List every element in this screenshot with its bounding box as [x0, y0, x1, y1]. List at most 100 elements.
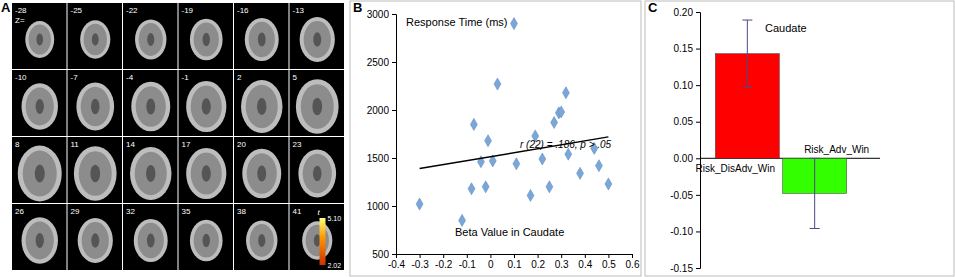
y-tick: -0.15: [670, 263, 700, 274]
plot-area: [416, 18, 612, 227]
y-tick-mark: [392, 254, 396, 255]
panel-letter: B: [353, 0, 362, 15]
slice-inner: [84, 24, 107, 56]
brain-slice: 5: [290, 70, 345, 136]
slice-grid: -28Z=-25-22-19-16-13-10-7-4-125811141720…: [12, 3, 344, 270]
slice-z-label: 8: [15, 140, 20, 149]
slice-core: [313, 166, 322, 181]
slice-core: [91, 233, 99, 247]
y-tick-label: 2500: [367, 57, 390, 68]
brain-slice: -13: [290, 3, 345, 69]
brain-slice: -10: [12, 70, 67, 136]
slice-core: [146, 165, 155, 182]
slice-background: [290, 137, 345, 203]
annotation: r (22) = .186, p > .05: [520, 139, 612, 150]
error-bar: [742, 20, 752, 87]
slice-z-label: 29: [71, 207, 80, 216]
slice-background: [68, 137, 123, 203]
slice-background: [123, 204, 178, 270]
x-tick: 0.3: [555, 254, 569, 270]
brain-slice: 8: [12, 137, 67, 203]
x-tick-mark: [443, 254, 444, 258]
slice-background: [179, 70, 234, 136]
x-tick: -0.1: [459, 254, 477, 270]
brain-slice: -7: [68, 70, 123, 136]
slice-core: [312, 98, 322, 115]
x-axis-title: Beta Value in Caudate: [455, 226, 564, 238]
slice-inner: [247, 153, 277, 194]
y-tick: -0.05: [670, 190, 700, 201]
slice-outline: [190, 19, 223, 61]
slice-background: [123, 3, 178, 69]
slice-core: [146, 99, 155, 115]
x-tick-mark: [561, 254, 562, 258]
brain-slice: 35: [179, 204, 234, 270]
y-tick: 0.10: [674, 80, 700, 91]
y-tick-mark: [392, 158, 396, 159]
slice-z-label: 23: [293, 140, 302, 149]
slice-core: [92, 33, 99, 45]
slice-z-label: 20: [237, 140, 246, 149]
slice-outline: [74, 146, 117, 200]
y-tick-label: 3000: [367, 9, 390, 20]
error-bar-line: [810, 158, 820, 159]
slice-outline: [302, 221, 332, 259]
x-tick-label: 0.2: [531, 259, 545, 270]
x-tick-label: 0.1: [508, 259, 522, 270]
y-tick: 1500: [367, 153, 396, 164]
slice-core: [257, 166, 266, 182]
slice-background: [123, 137, 178, 203]
slice-z-label: -7: [71, 73, 79, 82]
data-point: [494, 78, 501, 90]
slice-core: [36, 34, 43, 46]
brain-slice: 29: [68, 204, 123, 270]
slice-background: [179, 3, 234, 69]
slice-inner: [23, 151, 57, 197]
slice-background: [123, 70, 178, 136]
x-tick-label: 0.4: [578, 259, 592, 270]
slice-z-label: -13: [293, 6, 305, 15]
slice-z-label: 17: [182, 140, 191, 149]
slice-core: [257, 98, 266, 115]
slice-inner: [191, 85, 222, 127]
y-axis: 50010001500200025003000: [367, 9, 397, 260]
y-tick-mark: [696, 85, 700, 86]
x-axis: -0.4-0.3-0.2-0.100.10.20.30.40.50.6: [388, 254, 640, 270]
x-tick-mark: [467, 254, 468, 258]
x-tick: 0: [488, 254, 494, 270]
brain-slice: 17: [179, 137, 234, 203]
brain-slice: 26: [12, 204, 67, 270]
panel-letter: A: [1, 0, 11, 15]
error-bar-line: [747, 20, 748, 87]
colorbar: [320, 218, 326, 265]
x-tick: -0.4: [388, 254, 406, 270]
y-tick-label: 1000: [367, 201, 390, 212]
error-bar: [810, 158, 820, 228]
slice-background: [12, 137, 67, 203]
slice-background: [290, 70, 345, 136]
slice-core: [147, 234, 155, 248]
y-tick: 2500: [367, 57, 396, 68]
slice-z-label: 2: [237, 73, 242, 82]
slice-outline: [242, 149, 281, 199]
slice-outline: [18, 146, 62, 202]
slice-core: [91, 99, 100, 114]
x-tick-mark: [420, 254, 421, 258]
chart-title: Caudate: [765, 22, 807, 34]
slice-outline: [245, 18, 279, 61]
slice-inner: [26, 221, 54, 259]
slice-outline: [22, 217, 58, 263]
y-tick-mark: [696, 158, 700, 159]
brain-slice: -19: [179, 3, 234, 69]
x-tick-label: -0.2: [435, 259, 453, 270]
chart-title: Response Time (ms): [406, 16, 507, 28]
x-tick: 0.5: [602, 254, 616, 270]
y-tick-mark: [696, 195, 700, 196]
y-tick-mark: [696, 49, 700, 50]
x-tick: -0.2: [435, 254, 453, 270]
slice-core: [313, 32, 321, 46]
slice-z-label: 11: [71, 140, 80, 149]
brain-slice: -16: [234, 3, 289, 69]
y-tick-mark: [696, 122, 700, 123]
y-tick-mark: [696, 231, 700, 232]
